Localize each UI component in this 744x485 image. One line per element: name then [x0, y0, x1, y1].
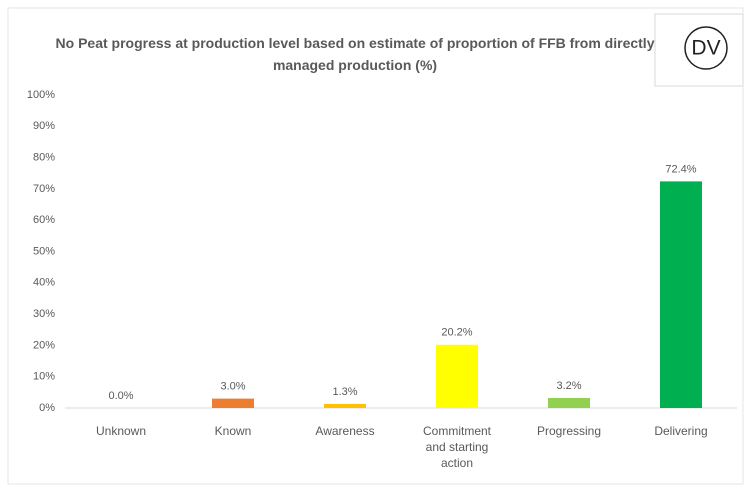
x-tick-label: Known: [214, 424, 252, 438]
y-tick-label: 40%: [33, 277, 55, 289]
y-tick-label: 50%: [33, 245, 55, 257]
bar: [324, 403, 366, 408]
y-tick-label: 30%: [33, 308, 55, 320]
value-label: 0.0%: [108, 390, 133, 402]
x-tick-label: Commitment and starting action: [422, 424, 491, 470]
chart-title: No Peat progress at production level bas…: [55, 35, 655, 73]
x-tick-label: Awareness: [315, 424, 375, 438]
y-tick-label: 90%: [33, 120, 55, 132]
bar: [436, 344, 478, 408]
badge-box: [654, 13, 744, 87]
y-tick-label: 60%: [33, 214, 55, 226]
bar: [548, 397, 590, 408]
y-tick-label: 0%: [39, 402, 55, 414]
value-label: 72.4%: [665, 163, 696, 175]
value-label: 3.2%: [556, 380, 581, 392]
y-tick-label: 10%: [33, 371, 55, 383]
x-tick-label: Progressing: [536, 424, 602, 438]
badge-circle: [684, 26, 728, 70]
y-tick-label: 70%: [33, 183, 55, 195]
value-label: 20.2%: [441, 327, 472, 339]
bar: [660, 181, 702, 408]
badge: DV: [691, 37, 720, 60]
bar: [212, 398, 254, 408]
x-tick-label: Delivering: [654, 424, 708, 438]
x-tick-label: Unknown: [95, 424, 147, 438]
frame: [7, 7, 744, 485]
y-tick-label: 80%: [33, 152, 55, 164]
y-tick-label: 100%: [27, 89, 55, 101]
value-label: 1.3%: [332, 386, 357, 398]
value-label: 3.0%: [220, 381, 245, 393]
y-tick-label: 20%: [33, 339, 55, 351]
